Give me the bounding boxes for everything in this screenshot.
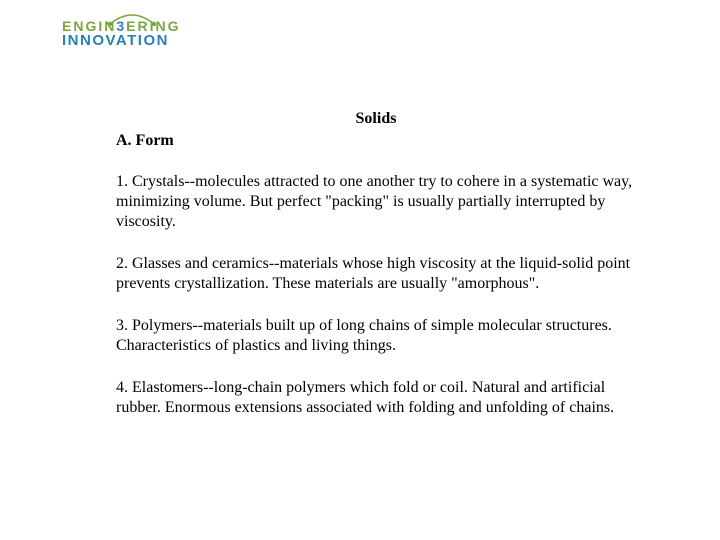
section-heading: A. Form <box>116 132 636 150</box>
slide-content: Solids A. Form 1. Crystals--molecules at… <box>116 110 636 440</box>
paragraph-4: 4. Elastomers--long-chain polymers which… <box>116 378 636 418</box>
logo-text-line2: INNOVATION <box>62 32 180 49</box>
logo-arc-icon <box>108 10 156 26</box>
brand-logo: ENGIN3ERING INNOVATION <box>62 18 180 49</box>
paragraph-2: 2. Glasses and ceramics--materials whose… <box>116 254 636 294</box>
slide-title: Solids <box>116 110 636 128</box>
paragraph-1: 1. Crystals--molecules attracted to one … <box>116 172 636 232</box>
paragraph-3: 3. Polymers--materials built up of long … <box>116 316 636 356</box>
